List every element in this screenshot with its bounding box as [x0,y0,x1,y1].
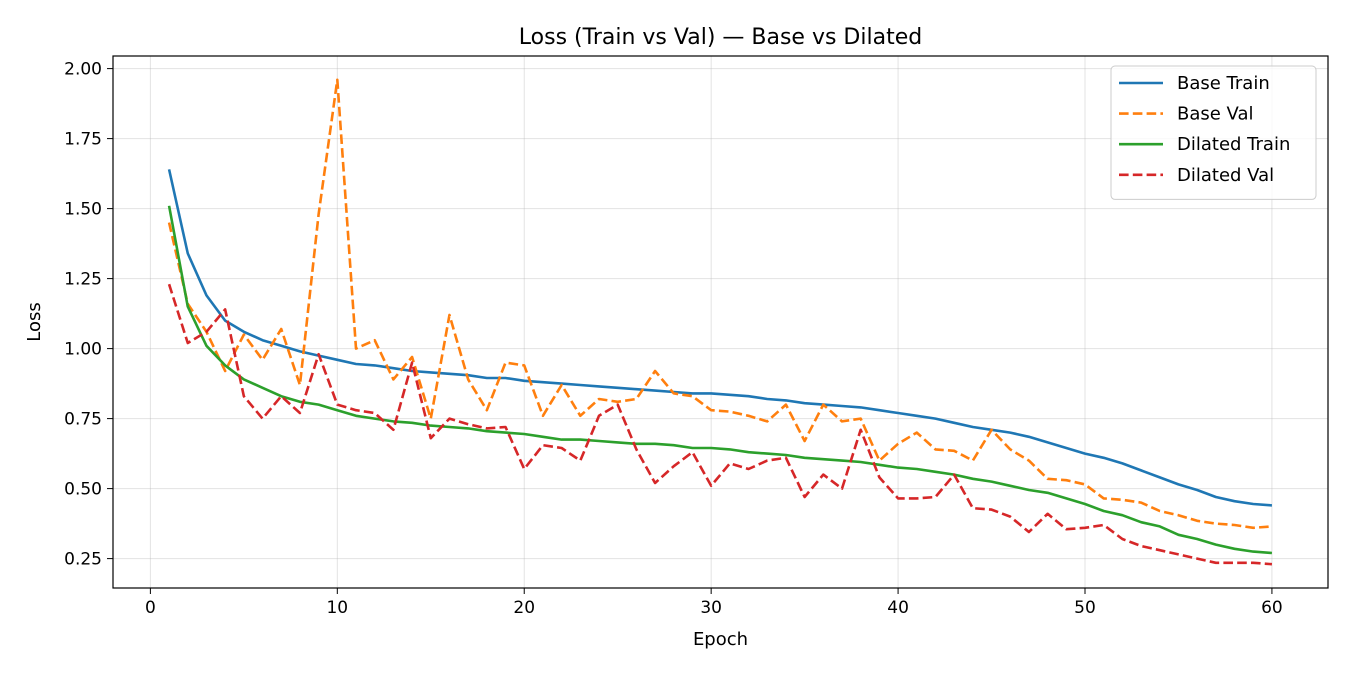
legend-label: Base Val [1177,104,1254,125]
series-line-base-train [167,169,1273,507]
legend-label: Dilated Train [1177,134,1290,155]
legend-label: Dilated Val [1177,165,1274,186]
y-tick-label: 0.75 [64,410,102,430]
y-axis-label: Loss [24,302,45,341]
chart-title: Loss (Train vs Val) — Base vs Dilated [519,25,922,50]
x-tick-label: 60 [1261,598,1283,618]
legend: Base Train Base Val Dilated Train Dilated V… [1110,65,1317,200]
x-tick-label: 50 [1074,598,1096,618]
legend-box [1110,65,1317,200]
x-tick-label: 30 [700,598,722,618]
x-tick-label: 10 [326,598,348,618]
series-line-dilated-train [167,205,1273,555]
y-tick-label: 0.50 [64,480,102,500]
x-tick-label: 20 [513,598,535,618]
series-lines [167,78,1273,566]
y-tick-label: 1.00 [64,340,102,360]
x-tick-label: 0 [145,598,156,618]
x-axis-label: Epoch [693,629,748,650]
plot-frame [112,55,1329,589]
y-tick-label: 1.75 [64,130,102,150]
axis-ticks: 0 10 20 30 40 50 60 0.25 0.50 0.75 1.00 1.25 1.50 1.7… [64,60,1283,618]
grid [113,56,1328,588]
x-tick-label: 40 [887,598,909,618]
series-line-dilated-val [167,283,1273,566]
y-tick-label: 0.25 [64,550,102,570]
y-tick-label: 1.25 [64,270,102,290]
y-tick-label: 1.50 [64,200,102,220]
y-tick-label: 2.00 [64,60,102,80]
series-line-base-val [167,78,1273,530]
legend-label: Base Train [1177,73,1270,94]
